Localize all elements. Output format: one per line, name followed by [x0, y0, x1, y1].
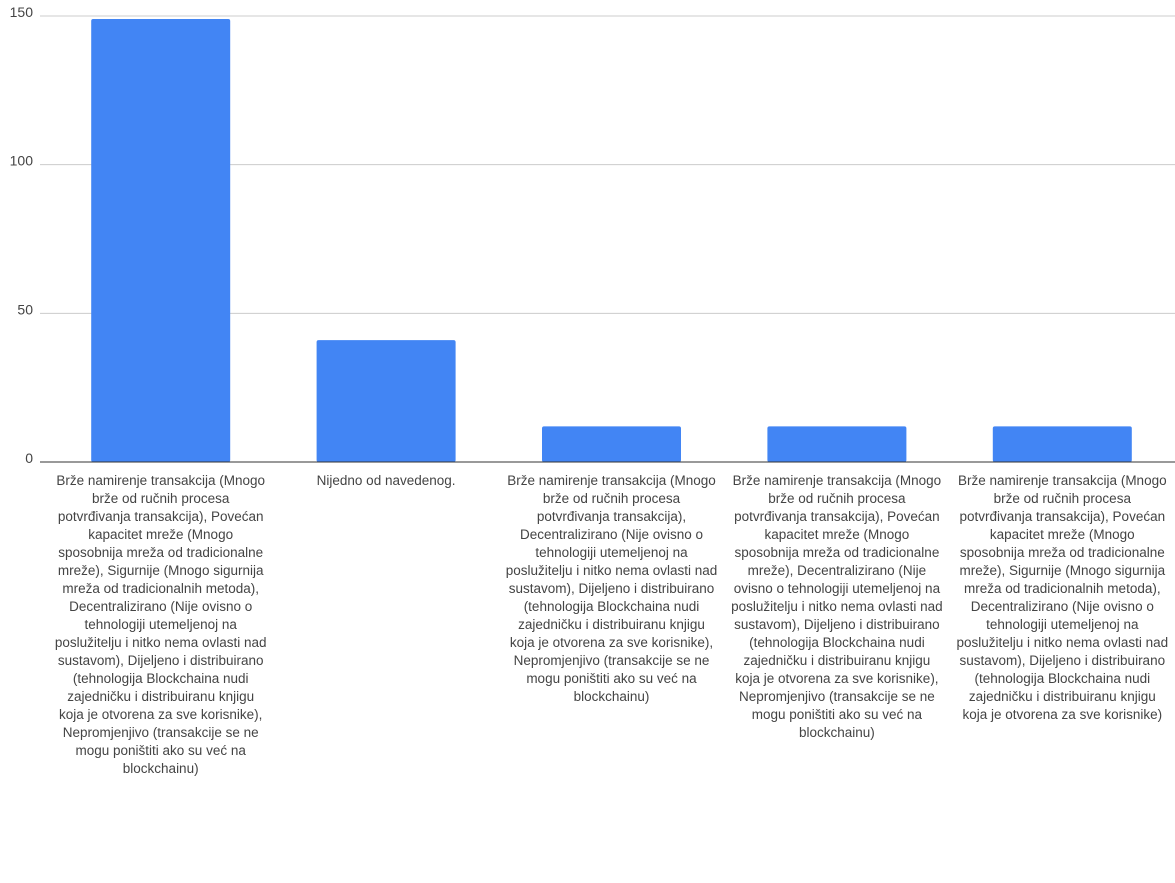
x-tick-label: Brže namirenje transakcija (Mnogo brže o… — [731, 473, 943, 740]
x-tick-label: Brže namirenje transakcija (Mnogo brže o… — [956, 473, 1169, 722]
bar — [91, 18, 231, 463]
bar — [992, 426, 1132, 462]
bar — [542, 426, 681, 462]
y-tick-label: 0 — [25, 450, 33, 466]
bars — [91, 18, 1132, 463]
x-tick-label: Nijedno od navedenog. — [316, 473, 456, 488]
y-tick-label: 50 — [17, 301, 33, 317]
bar — [767, 426, 907, 462]
x-tick-label: Brže namirenje transakcija (Mnogo brže o… — [54, 473, 267, 776]
y-axis-ticks: 0 50 100 150 — [10, 4, 34, 466]
bar — [316, 340, 456, 462]
y-tick-label: 100 — [10, 153, 34, 169]
y-tick-label: 150 — [10, 4, 34, 20]
x-tick-label: Brže namirenje transakcija (Mnogo brže o… — [505, 473, 718, 704]
